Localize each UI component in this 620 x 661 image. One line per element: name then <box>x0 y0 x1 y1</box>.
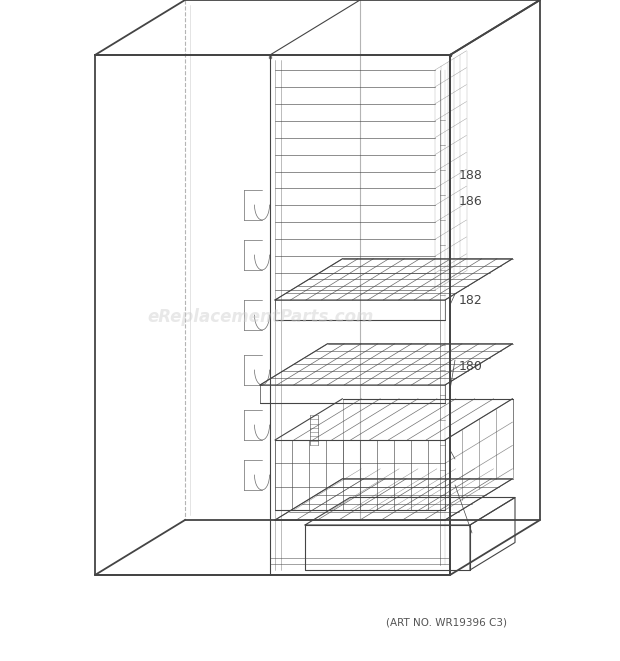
Text: (ART NO. WR19396 C3): (ART NO. WR19396 C3) <box>386 617 507 628</box>
Text: 182: 182 <box>459 294 482 307</box>
Text: 180: 180 <box>459 360 483 373</box>
Text: 188: 188 <box>459 169 483 182</box>
Text: eReplacementParts.com: eReplacementParts.com <box>147 308 374 327</box>
Text: 186: 186 <box>459 195 482 208</box>
